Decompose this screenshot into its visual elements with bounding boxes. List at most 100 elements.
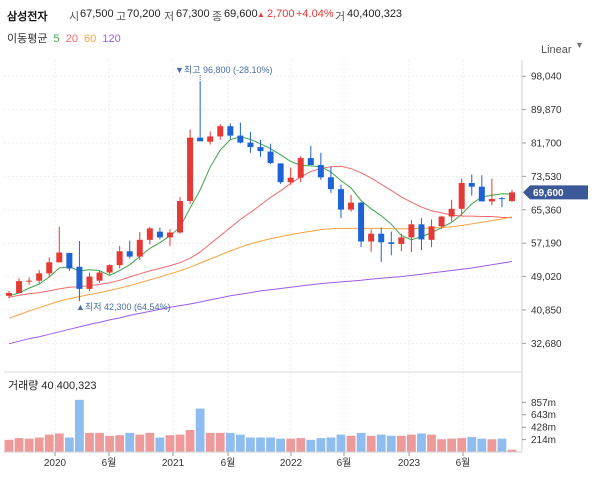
time-tick-label: 6월 [337, 457, 352, 469]
volume-bar [467, 436, 477, 452]
volume-bar [276, 438, 286, 452]
volume-bar [457, 438, 467, 452]
volume-bar [34, 437, 44, 452]
ma-120-label[interactable]: 120 [102, 33, 121, 45]
ma-20-line [8, 165, 513, 298]
volume-tick-label: 643m [531, 410, 556, 421]
volume-bar [44, 434, 54, 452]
low-annotation: ▲최저 42,300 (64.54%) [76, 302, 171, 312]
annotations: ▼최고 96,800 (-28.10%) ▲최저 42,300 (64.54%) [76, 65, 273, 312]
volume-bar [256, 437, 265, 452]
low-label: 저 [164, 11, 175, 23]
volume-bar [14, 438, 24, 452]
volume-bar [4, 439, 14, 452]
candle-body [16, 281, 23, 293]
volume-bar [437, 439, 446, 452]
price-tick-label: 49,020 [531, 272, 562, 283]
moving-average-legend[interactable]: 이동평균 5 20 60 120 [7, 30, 124, 46]
volume-bar [306, 439, 316, 452]
volume-bar [135, 434, 145, 452]
volume-bar [316, 438, 326, 452]
volume-bar [336, 434, 346, 452]
open-price: 67,500 [80, 8, 114, 20]
price-tick-label: 32,680 [531, 339, 562, 350]
volume-value: 40,400,323 [347, 8, 403, 20]
volume-tick-label: 428m [531, 423, 556, 434]
candle-body [197, 137, 204, 142]
stock-name: 삼성전자 [7, 11, 48, 23]
close-price: 69,600 [224, 8, 258, 20]
candle-body [287, 177, 294, 183]
change-amount: 2,700 [267, 8, 295, 20]
open-label: 시 [69, 11, 80, 23]
volume-bar [64, 437, 74, 452]
time-tick-label: 2020 [44, 458, 67, 469]
candle-body [408, 224, 415, 238]
volume-bar [376, 434, 386, 452]
time-tick-label: 2021 [162, 458, 185, 469]
ma-20-label[interactable]: 20 [65, 33, 78, 45]
volume-bar [145, 432, 155, 452]
candle-body [66, 252, 73, 269]
candle-body [337, 189, 344, 210]
candle-body [468, 183, 475, 187]
time-tick-label: 2022 [280, 458, 303, 469]
up-arrow-icon: ▲ [257, 10, 265, 19]
volume-bar [195, 408, 205, 452]
moving-average-label: 이동평균 [7, 33, 48, 45]
quote-header: 삼성전자 시 67,500 고 70,200 저 67,300 종 69,600… [0, 0, 600, 28]
candle-body [237, 135, 244, 143]
low-price: 67,300 [176, 8, 210, 20]
volume-tick-label: 214m [531, 435, 556, 446]
volume-bar [246, 437, 255, 452]
volume-bar [215, 432, 225, 452]
high-annotation: ▼최고 96,800 (-28.10%) [175, 65, 273, 75]
ma-60-line [8, 216, 513, 319]
volume-tick-label: 857m [531, 398, 556, 409]
volume-bar [447, 438, 457, 452]
candle-body [187, 137, 194, 202]
candle-body [478, 186, 485, 202]
candle-body [388, 242, 395, 244]
ma-5-label[interactable]: 5 [53, 33, 60, 45]
candle-body [378, 233, 385, 243]
price-axis: 98,040 89,870 81,700 73,530 65,360 57,190 49,0… [521, 60, 562, 452]
volume-bar [225, 432, 235, 452]
candle-body [166, 232, 173, 238]
candle-body [348, 202, 355, 210]
candle-body [36, 273, 43, 281]
price-tick-label: 89,870 [531, 105, 562, 116]
time-tick-label: 6월 [102, 457, 117, 469]
volume-bar [95, 432, 104, 452]
candle-body [488, 198, 495, 202]
price-tick-label: 65,360 [531, 205, 562, 216]
volume-bar [205, 432, 215, 452]
candle-body [106, 265, 113, 273]
volume-panel-title: 거래량 40,400,323 [8, 380, 97, 392]
candle-body [46, 262, 53, 274]
candle-body [217, 126, 224, 137]
volume-bar [266, 437, 275, 452]
candle-body [126, 251, 133, 257]
volume-bar [366, 435, 376, 452]
volume-bar [105, 435, 114, 452]
volume-bar [115, 435, 125, 452]
chevron-down-icon[interactable]: ▼ [575, 40, 584, 50]
current-price-label: 69,600 [533, 188, 564, 199]
ma-60-label[interactable]: 60 [84, 33, 97, 45]
volume-bars [4, 399, 517, 452]
high-label: 고 [116, 11, 127, 23]
volume-bar [507, 449, 517, 452]
price-tick-label: 73,530 [531, 172, 562, 183]
candle-body [56, 252, 63, 263]
candle-body [398, 237, 405, 244]
scale-selector[interactable]: Linear [541, 44, 572, 56]
candle-body [257, 147, 264, 152]
candle-body [86, 276, 93, 289]
candle-body [6, 292, 12, 296]
volume-bar [487, 439, 497, 452]
volume-bar [386, 435, 396, 452]
current-price-tag-shape [523, 185, 588, 200]
